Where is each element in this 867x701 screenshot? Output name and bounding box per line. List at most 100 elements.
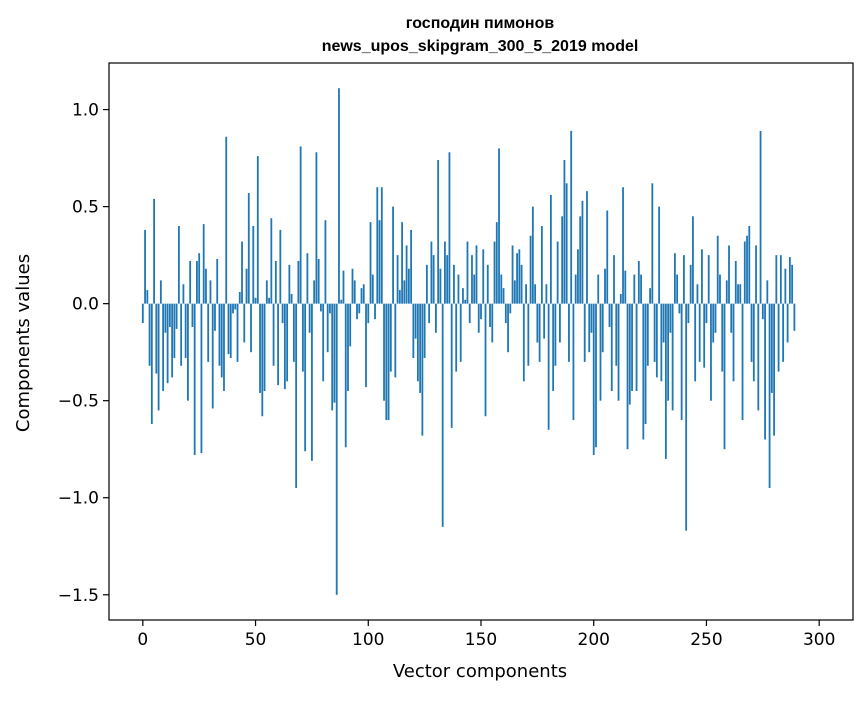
bar-261 (730, 303, 733, 333)
bar-175 (536, 303, 539, 343)
bar-142 (462, 288, 464, 304)
bar-236 (673, 253, 676, 304)
bar-18 (182, 284, 185, 304)
bar-83 (329, 303, 331, 314)
x-tick-label-100: 100 (352, 630, 384, 650)
bar-54 (263, 303, 266, 391)
bar-212 (619, 293, 622, 304)
bar-35 (220, 303, 223, 378)
bar-55 (265, 280, 268, 304)
bar-206 (606, 210, 609, 304)
bar-144 (466, 241, 469, 304)
bar-176 (538, 303, 541, 362)
bar-238 (678, 303, 681, 314)
y-tick-label-5: −1.5 (58, 586, 99, 606)
bar-9 (162, 303, 165, 391)
bar-56 (268, 297, 270, 304)
bar-33 (216, 259, 219, 304)
bar-220 (637, 260, 640, 304)
bar-163 (509, 303, 512, 314)
bar-48 (250, 303, 252, 353)
bar-237 (676, 274, 679, 304)
bar-85 (333, 303, 336, 403)
bar-62 (281, 303, 284, 324)
bar-179 (545, 284, 548, 304)
bar-2 (146, 290, 149, 304)
y-tick-label-0: 1.0 (72, 101, 99, 121)
bar-108 (385, 303, 388, 421)
bar-19 (184, 303, 187, 358)
bar-61 (279, 229, 282, 304)
bar-247 (698, 303, 701, 362)
bar-258 (723, 303, 726, 450)
bar-178 (543, 303, 546, 339)
bar-152 (484, 303, 487, 417)
bar-31 (211, 303, 214, 409)
bar-284 (782, 303, 785, 362)
bar-131 (437, 160, 440, 304)
bar-286 (786, 303, 789, 343)
y-tick-label-1: 0.5 (72, 198, 99, 218)
bar-160 (502, 288, 505, 304)
chart-title-line2: news_upos_skipgram_300_5_2019 model (322, 38, 639, 55)
bar-148 (475, 245, 478, 304)
bar-209 (613, 255, 615, 304)
bar-134 (444, 241, 446, 304)
bar-11 (166, 303, 169, 384)
bar-228 (655, 303, 658, 378)
bar-143 (464, 299, 467, 304)
bar-106 (380, 187, 383, 304)
bar-146 (471, 255, 473, 304)
bar-252 (710, 303, 712, 401)
bar-65 (288, 264, 291, 304)
bar-5 (153, 198, 155, 304)
bar-42 (236, 303, 239, 362)
bar-47 (247, 193, 250, 304)
bar-76 (313, 280, 316, 304)
bar-155 (491, 303, 494, 343)
bar-200 (592, 303, 595, 456)
bar-26 (200, 303, 203, 454)
bar-50 (254, 297, 257, 304)
bar-185 (559, 303, 561, 343)
bar-71 (301, 303, 304, 372)
bar-103 (374, 303, 376, 320)
bar-271 (752, 303, 755, 382)
bar-274 (759, 130, 762, 304)
bar-198 (588, 303, 591, 353)
bar-109 (387, 303, 390, 421)
bar-12 (168, 303, 171, 327)
bar-266 (741, 303, 744, 421)
bar-57 (270, 218, 273, 304)
bar-29 (207, 303, 210, 362)
bar-188 (565, 183, 568, 304)
bar-254 (714, 303, 717, 333)
bar-233 (667, 303, 670, 401)
bar-249 (703, 303, 706, 368)
bar-17 (180, 303, 183, 366)
bar-281 (775, 255, 778, 304)
bar-67 (292, 303, 295, 362)
bar-104 (376, 187, 379, 304)
bar-265 (739, 284, 742, 304)
bar-227 (653, 303, 656, 362)
bar-63 (283, 303, 286, 390)
bar-215 (626, 303, 629, 450)
bar-88 (340, 299, 343, 304)
bar-118 (407, 268, 410, 304)
bar-135 (446, 255, 449, 304)
bar-224 (646, 303, 649, 366)
bar-140 (457, 274, 460, 304)
bar-241 (685, 303, 688, 531)
bar-121 (414, 303, 417, 339)
bar-22 (191, 303, 194, 327)
axes-layer: 0 50 100 150 200 250 300 1.0 0.5 0.0 −0.5 −1.0 −1.5 (58, 62, 854, 650)
bar-66 (290, 293, 293, 304)
bar-182 (552, 303, 555, 391)
bar-147 (473, 274, 476, 304)
bar-117 (405, 245, 408, 304)
bar-242 (687, 303, 690, 324)
bar-202 (597, 274, 600, 304)
bars-layer (141, 88, 796, 595)
